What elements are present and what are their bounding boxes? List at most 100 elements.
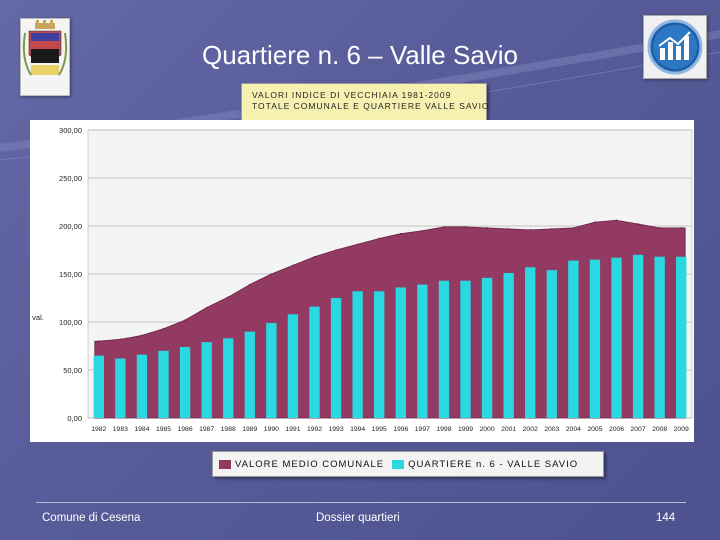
y-tick-label: 300,00 [59, 126, 82, 135]
x-tick-label: 2000 [480, 426, 495, 433]
footer-document: Dossier quartieri [316, 512, 400, 524]
chart-legend: VALORE MEDIO COMUNALE QUARTIERE n. 6 - V… [212, 451, 604, 477]
x-tick-label: 2002 [523, 426, 538, 433]
bar-quartiere [287, 314, 299, 418]
area-point-comunale [550, 228, 553, 230]
bar-quartiere [676, 256, 687, 418]
area-point-comunale [248, 283, 251, 286]
y-tick-label: 250,00 [59, 174, 82, 183]
area-point-comunale [313, 255, 316, 258]
statistics-logo [643, 15, 707, 79]
slide-title: Quartiere n. 6 – Valle Savio [201, 40, 519, 70]
area-point-comunale [637, 223, 639, 225]
x-tick-label: 1990 [264, 426, 279, 433]
bar-quartiere [158, 350, 169, 418]
area-point-comunale [205, 306, 208, 309]
bar-quartiere [309, 306, 320, 418]
x-tick-label: 1996 [393, 426, 408, 433]
area-point-comunale [184, 319, 186, 321]
area-point-comunale [529, 229, 532, 231]
x-tick-label: 2001 [501, 426, 516, 433]
bar-quartiere [330, 298, 342, 418]
area-point-comunale [421, 230, 424, 232]
y-axis-label: val. [32, 313, 44, 322]
bar-quartiere [611, 257, 622, 418]
bar-quartiere [417, 284, 428, 418]
bar-quartiere [136, 354, 148, 418]
bar-quartiere [244, 331, 255, 418]
chart: 0,00 50,00 100,00 150,00 200,00 250,00 300,00 v… [32, 126, 693, 433]
bar-quartiere [503, 273, 514, 418]
x-tick-label: 2007 [631, 426, 646, 433]
x-tick-label: 1991 [285, 426, 300, 433]
legend-label-quartiere: QUARTIERE n. 6 - VALLE SAVIO [408, 458, 579, 470]
area-point-comunale [378, 237, 381, 240]
chart-title-line-2: TOTALE COMUNALE E QUARTIERE VALLE SAVIO [252, 101, 490, 111]
chart-title-line-1: VALORI INDICE DI VECCHIAIA 1981-2009 [252, 90, 452, 100]
area-point-comunale [227, 296, 230, 298]
bar-quartiere [654, 256, 665, 418]
area-point-comunale [594, 221, 596, 223]
x-tick-label: 2006 [609, 426, 624, 433]
footer-organization: Comune di Cesena [42, 512, 141, 524]
area-point-comunale [443, 226, 445, 228]
area-point-comunale [464, 226, 467, 228]
x-tick-label: 1998 [436, 426, 451, 433]
bar-quartiere [266, 322, 277, 418]
bar-quartiere [374, 291, 385, 418]
x-tick-label: 1986 [178, 426, 193, 433]
area-point-comunale [399, 232, 402, 235]
city-crest-logo [20, 18, 70, 96]
crest-icon [22, 20, 68, 76]
area-point-comunale [486, 227, 488, 229]
y-tick-label: 150,00 [59, 270, 82, 279]
bar-quartiere [460, 280, 471, 418]
x-tick-label: 2009 [674, 426, 689, 433]
footer-divider [36, 502, 686, 503]
legend-swatch-quartiere [392, 459, 405, 469]
area-point-comunale [507, 228, 510, 230]
area-point-comunale [97, 340, 100, 343]
area-point-comunale [572, 227, 575, 229]
x-tick-label: 1985 [156, 426, 171, 433]
area-point-comunale [615, 219, 618, 222]
x-tick-label: 2003 [544, 426, 559, 433]
y-tick-label: 100,00 [59, 318, 82, 327]
x-tick-label: 2004 [566, 426, 581, 433]
bar-quartiere [438, 280, 450, 418]
y-tick-label: 50,00 [63, 366, 82, 375]
x-tick-label: 1984 [134, 426, 149, 433]
legend-item-quartiere: QUARTIERE n. 6 - VALLE SAVIO [392, 459, 578, 470]
x-tick-label: 1995 [372, 426, 387, 433]
bar-quartiere [546, 270, 557, 418]
x-tick-label: 1999 [458, 426, 473, 433]
x-tick-label: 1993 [329, 426, 344, 433]
bar-quartiere [525, 267, 536, 418]
bar-quartiere [589, 259, 601, 418]
bar-quartiere [179, 346, 191, 418]
y-tick-label: 0,00 [67, 414, 82, 423]
area-point-comunale [680, 227, 683, 229]
area-point-comunale [162, 327, 165, 330]
area-point-comunale [658, 227, 661, 229]
x-tick-label: 1983 [113, 426, 128, 433]
x-tick-label: 1988 [221, 426, 236, 433]
x-tick-label: 1982 [91, 426, 106, 433]
x-tick-label: 2008 [652, 426, 667, 433]
bar-chart-icon [647, 19, 703, 75]
page-number: 144 [656, 512, 676, 524]
legend-swatch-comunale [219, 459, 231, 469]
area-point-comunale [292, 264, 294, 267]
legend-item-comunale: VALORE MEDIO COMUNALE [219, 459, 384, 470]
bar-quartiere [115, 358, 126, 418]
y-tick-label: 200,00 [59, 222, 82, 231]
x-tick-label: 2005 [587, 426, 602, 433]
area-point-comunale [335, 249, 337, 251]
bar-quartiere [352, 291, 363, 418]
x-tick-label: 1992 [307, 426, 322, 433]
area-point-comunale [270, 273, 273, 275]
bar-quartiere [481, 277, 493, 418]
bar-quartiere [201, 342, 212, 418]
x-tick-label: 1987 [199, 426, 214, 433]
bar-quartiere [395, 287, 406, 418]
